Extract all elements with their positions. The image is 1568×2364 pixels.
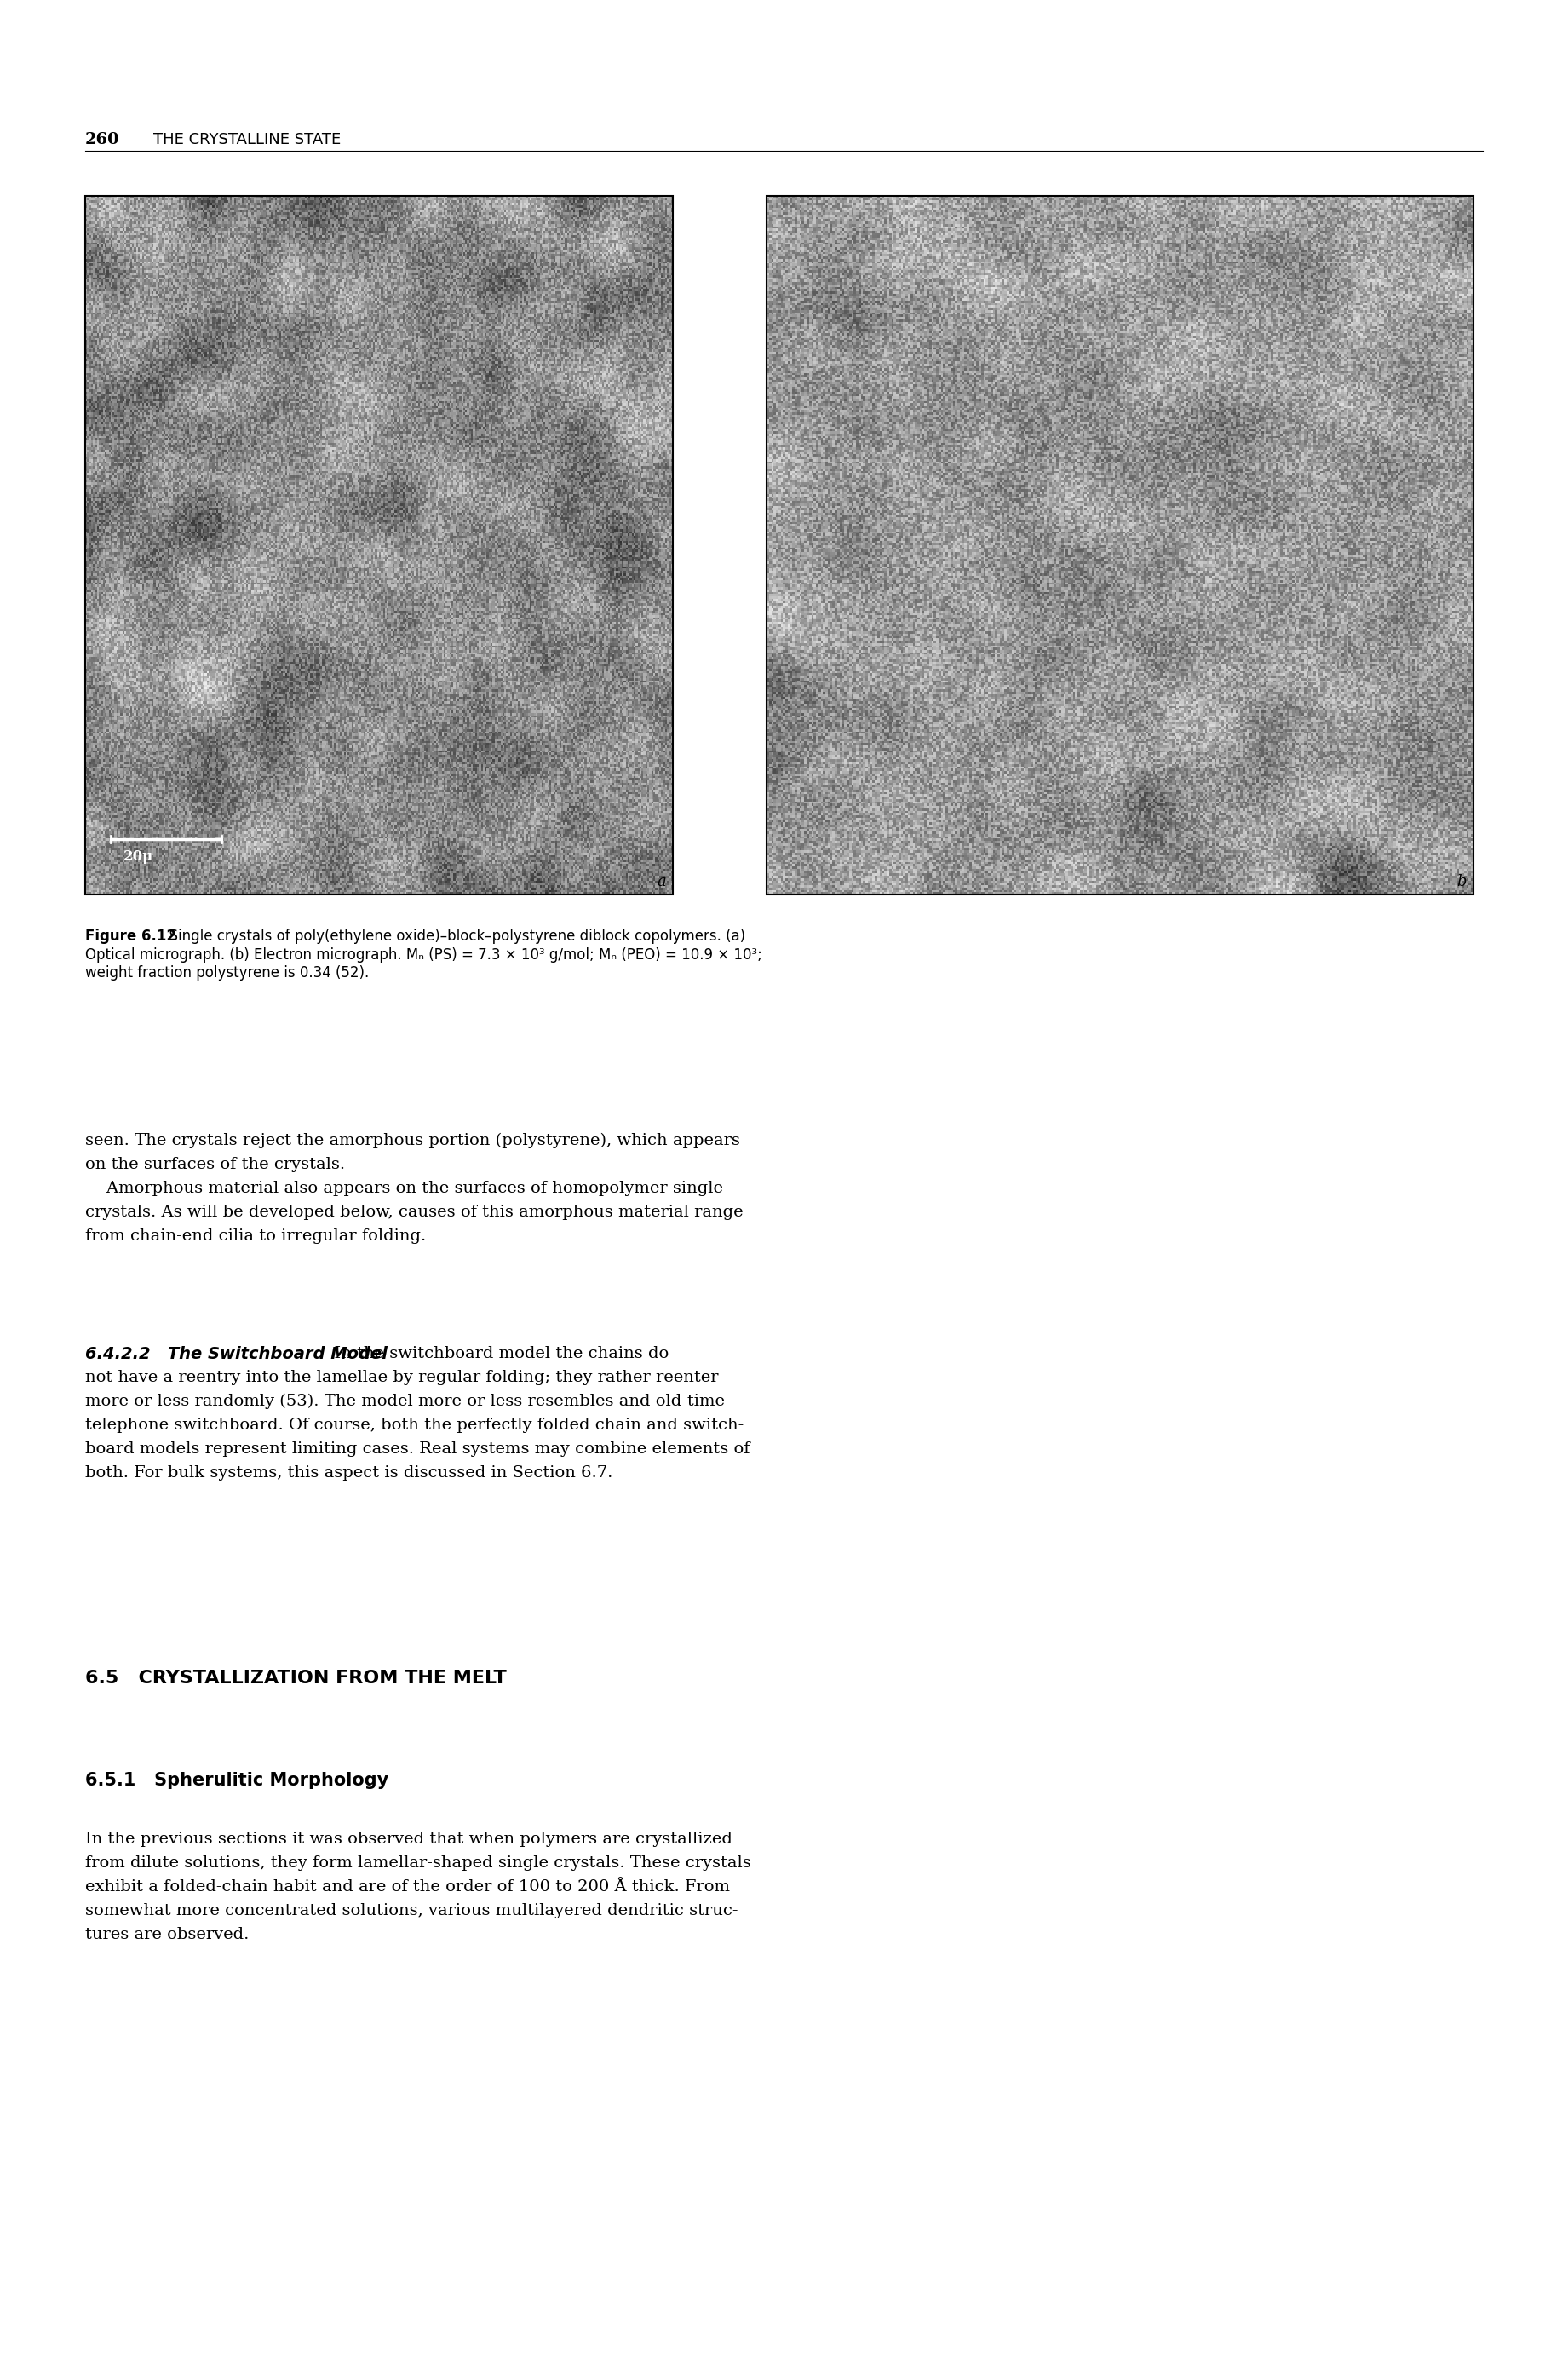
Text: In the switchboard model the chains do: In the switchboard model the chains do (323, 1345, 670, 1362)
Text: Single crystals of poly(ethylene oxide)–block–polystyrene diblock copolymers. (a: Single crystals of poly(ethylene oxide)–… (160, 929, 745, 943)
Text: a: a (657, 875, 666, 889)
Text: 260: 260 (85, 132, 119, 147)
Bar (767, 196, 1474, 894)
Text: 6.4.2.2   The Switchboard Model: 6.4.2.2 The Switchboard Model (85, 1345, 387, 1362)
Text: Optical micrograph. (b) Electron micrograph. Mₙ (PS) = 7.3 × 10³ g/mol; Mₙ (PEO): Optical micrograph. (b) Electron microgr… (85, 948, 762, 962)
Bar (85, 196, 673, 894)
Text: Figure 6.12: Figure 6.12 (85, 929, 176, 943)
Text: 20μ: 20μ (124, 849, 154, 863)
Text: weight fraction polystyrene is 0.34 (52).: weight fraction polystyrene is 0.34 (52)… (85, 965, 368, 981)
Text: 6.5   CRYSTALLIZATION FROM THE MELT: 6.5 CRYSTALLIZATION FROM THE MELT (85, 1669, 506, 1688)
Text: board models represent limiting cases. Real systems may combine elements of: board models represent limiting cases. R… (85, 1442, 750, 1456)
Text: telephone switchboard. Of course, both the perfectly folded chain and switch-: telephone switchboard. Of course, both t… (85, 1418, 743, 1433)
Text: tures are observed.: tures are observed. (85, 1927, 249, 1943)
Text: somewhat more concentrated solutions, various multilayered dendritic struc-: somewhat more concentrated solutions, va… (85, 1903, 739, 1920)
Text: seen. The crystals reject the amorphous portion (polystyrene), which appears: seen. The crystals reject the amorphous … (85, 1132, 740, 1149)
Text: Amorphous material also appears on the surfaces of homopolymer single: Amorphous material also appears on the s… (85, 1180, 723, 1196)
Text: exhibit a folded-chain habit and are of the order of 100 to 200 Å thick. From: exhibit a folded-chain habit and are of … (85, 1879, 731, 1894)
Text: more or less randomly (53). The model more or less resembles and old-time: more or less randomly (53). The model mo… (85, 1395, 724, 1409)
Text: both. For bulk systems, this aspect is discussed in Section 6.7.: both. For bulk systems, this aspect is d… (85, 1466, 613, 1480)
Text: THE CRYSTALLINE STATE: THE CRYSTALLINE STATE (154, 132, 340, 147)
Text: b: b (1457, 875, 1466, 889)
Text: crystals. As will be developed below, causes of this amorphous material range: crystals. As will be developed below, ca… (85, 1206, 743, 1220)
Text: from chain-end cilia to irregular folding.: from chain-end cilia to irregular foldin… (85, 1229, 426, 1243)
Text: not have a reentry into the lamellae by regular folding; they rather reenter: not have a reentry into the lamellae by … (85, 1369, 718, 1385)
Text: on the surfaces of the crystals.: on the surfaces of the crystals. (85, 1156, 345, 1173)
Text: 6.5.1   Spherulitic Morphology: 6.5.1 Spherulitic Morphology (85, 1773, 389, 1790)
Text: from dilute solutions, they form lamellar-shaped single crystals. These crystals: from dilute solutions, they form lamella… (85, 1856, 751, 1870)
Text: In the previous sections it was observed that when polymers are crystallized: In the previous sections it was observed… (85, 1832, 732, 1846)
